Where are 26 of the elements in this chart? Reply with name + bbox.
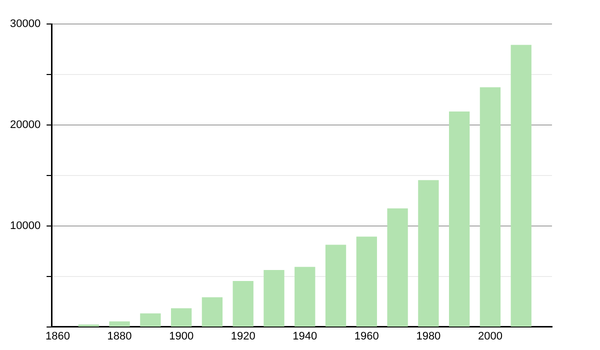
bar [418, 180, 439, 327]
bar [356, 236, 377, 327]
bar [510, 44, 532, 327]
x-tick-label: 1980 [416, 330, 441, 342]
bar [232, 281, 254, 327]
bar [78, 324, 99, 327]
x-tick-label: 1960 [354, 330, 379, 342]
x-tick-label: 1860 [46, 330, 70, 342]
x-tick-label: 1880 [107, 330, 132, 342]
x-tick-label: 2000 [478, 330, 502, 342]
bar [109, 321, 130, 327]
bar [449, 111, 470, 327]
bar [325, 244, 346, 327]
y-tick-label: 20000 [10, 118, 41, 131]
y-tick-label: 10000 [10, 220, 41, 232]
x-tick-label: 1900 [169, 330, 194, 342]
x-tick-label: 1940 [292, 330, 318, 342]
bar [202, 297, 223, 327]
y-tick-label: 30000 [10, 18, 41, 30]
bar [170, 308, 192, 327]
bar [264, 270, 284, 327]
x-tick-label: 1920 [230, 330, 256, 342]
bar [294, 266, 316, 327]
bar [140, 313, 161, 327]
bar [387, 208, 408, 327]
bar [480, 87, 501, 327]
